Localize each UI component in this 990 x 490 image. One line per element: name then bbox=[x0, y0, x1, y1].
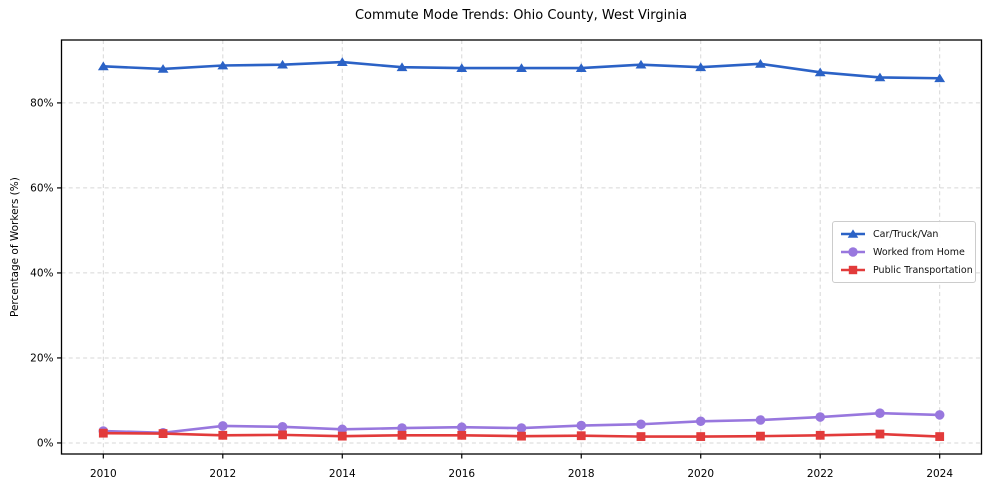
legend-item-public-transportation: Public Transportation bbox=[840, 263, 973, 277]
data-point-circle bbox=[397, 423, 407, 433]
plot-border bbox=[60, 39, 983, 455]
x-tick-label: 2012 bbox=[209, 468, 236, 480]
x-tick-label: 2014 bbox=[329, 468, 356, 480]
data-point-triangle bbox=[635, 59, 647, 69]
y-tick-label: 40% bbox=[30, 268, 53, 280]
data-point-triangle bbox=[456, 63, 468, 72]
data-point-square bbox=[636, 432, 646, 441]
data-point-square bbox=[337, 431, 347, 441]
data-point-triangle bbox=[97, 61, 109, 71]
y-tick-label: 80% bbox=[30, 98, 53, 110]
data-point-triangle bbox=[874, 72, 886, 82]
data-point-square bbox=[98, 428, 108, 438]
data-point-circle bbox=[576, 420, 587, 431]
legend-label: Car/Truck/Van bbox=[873, 228, 939, 240]
legend-marker-circle bbox=[841, 247, 865, 257]
data-point-square bbox=[517, 431, 526, 441]
x-tick-label: 2022 bbox=[807, 468, 834, 480]
legend-label: Public Transportation bbox=[873, 264, 973, 276]
x-tick-label: 2016 bbox=[448, 468, 475, 480]
data-point-square bbox=[278, 430, 287, 440]
data-point-circle bbox=[695, 416, 706, 427]
data-point-triangle bbox=[396, 62, 408, 72]
data-point-triangle bbox=[157, 64, 169, 73]
legend-item-worked-from-home: Worked from Home bbox=[840, 245, 967, 259]
legend-marker-triangle bbox=[841, 229, 865, 238]
data-point-circle bbox=[516, 423, 527, 433]
data-point-circle bbox=[755, 415, 766, 425]
data-point-circle bbox=[456, 422, 467, 433]
data-point-circle bbox=[277, 421, 288, 432]
data-point-square bbox=[756, 431, 765, 441]
data-point-circle bbox=[815, 412, 826, 422]
data-point-circle bbox=[217, 421, 228, 431]
legend-marker-square bbox=[841, 265, 865, 275]
data-point-square bbox=[935, 432, 945, 441]
data-point-triangle bbox=[217, 60, 229, 70]
legend-label: Worked from Home bbox=[873, 246, 965, 258]
data-point-square bbox=[397, 430, 407, 440]
data-point-triangle bbox=[516, 63, 527, 72]
data-point-square bbox=[457, 430, 467, 440]
data-point-triangle bbox=[814, 67, 826, 77]
data-point-circle bbox=[934, 410, 945, 420]
data-point-circle bbox=[875, 408, 885, 418]
legend: Car/Truck/Van Worked from Home Public Tr… bbox=[832, 221, 976, 283]
y-tick-label: 0% bbox=[37, 438, 54, 450]
data-point-square bbox=[158, 429, 168, 438]
legend-item-car-truck-van: Car/Truck/Van bbox=[840, 227, 967, 241]
data-point-triangle bbox=[934, 73, 946, 83]
data-point-square bbox=[218, 430, 228, 440]
y-tick-label: 60% bbox=[30, 183, 53, 195]
x-tick-label: 2018 bbox=[568, 468, 595, 480]
data-point-triangle bbox=[336, 57, 348, 67]
y-tick-label: 20% bbox=[30, 353, 53, 365]
data-point-square bbox=[815, 430, 825, 440]
data-point-square bbox=[696, 432, 706, 441]
data-point-triangle bbox=[755, 59, 766, 68]
x-tick-label: 2020 bbox=[687, 468, 714, 480]
data-point-square bbox=[875, 429, 885, 439]
x-tick-label: 2010 bbox=[90, 468, 117, 480]
x-tick-label: 2024 bbox=[926, 468, 953, 480]
chart-title: Commute Mode Trends: Ohio County, West V… bbox=[354, 8, 688, 23]
data-point-triangle bbox=[695, 62, 707, 72]
data-point-triangle bbox=[575, 63, 587, 72]
data-point-triangle bbox=[277, 59, 288, 69]
data-point-circle bbox=[337, 424, 348, 435]
data-point-circle bbox=[636, 419, 646, 430]
data-point-square bbox=[576, 431, 586, 441]
